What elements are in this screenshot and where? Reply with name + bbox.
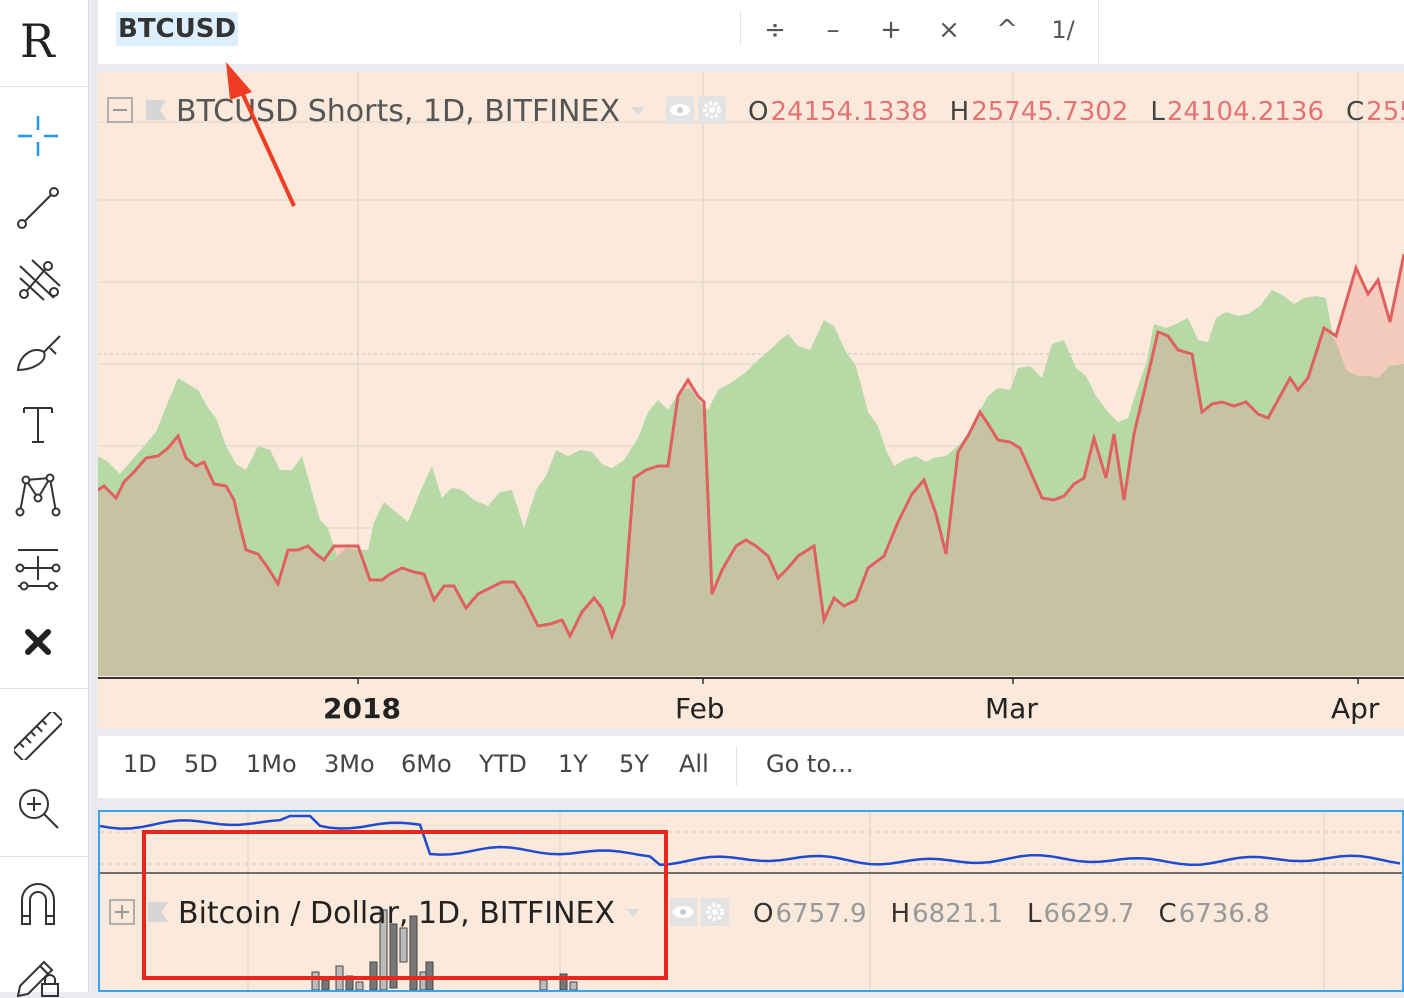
magnet-icon[interactable] xyxy=(14,880,62,928)
eye-icon[interactable] xyxy=(669,897,698,930)
second-legend: Bitcoin / Dollar, 1D, BITFINEX O 6757.9 H… xyxy=(108,896,1270,931)
candle xyxy=(335,965,344,990)
close-value: 2558 xyxy=(1366,96,1404,127)
main-chart-svg[interactable] xyxy=(98,72,1404,728)
shorts-line xyxy=(98,253,1404,641)
multiply-button[interactable]: × xyxy=(938,15,960,45)
high-value: 25745.7302 xyxy=(971,96,1129,127)
x-label-feb: Feb xyxy=(675,692,725,725)
ruler-icon[interactable] xyxy=(14,712,62,760)
open-key: O xyxy=(748,96,769,127)
x-label-mar: Mar xyxy=(985,692,1038,725)
low-value: 24104.2136 xyxy=(1166,96,1325,127)
pattern-icon[interactable] xyxy=(14,470,62,518)
text-icon[interactable] xyxy=(14,400,62,448)
range-all[interactable]: All xyxy=(679,750,709,778)
collapse-icon[interactable] xyxy=(106,96,134,128)
flag-icon[interactable] xyxy=(144,98,168,126)
range-5y[interactable]: 5Y xyxy=(619,750,649,778)
remove-drawings-icon[interactable] xyxy=(14,618,62,666)
candle xyxy=(539,979,548,990)
range-ytd[interactable]: YTD xyxy=(479,750,527,778)
plus-button[interactable]: + xyxy=(880,15,902,45)
candle xyxy=(569,981,578,990)
main-legend: BTCUSD Shorts, 1D, BITFINEX O 24154.1338 … xyxy=(98,94,1404,129)
brush-icon[interactable] xyxy=(14,328,62,376)
zoom-in-icon[interactable] xyxy=(14,784,62,832)
candle xyxy=(399,927,408,963)
x-label-apr: Apr xyxy=(1331,692,1380,725)
candle xyxy=(321,979,330,990)
range-1y[interactable]: 1Y xyxy=(558,750,588,778)
second-chart-pane[interactable]: Bitcoin / Dollar, 1D, BITFINEX O 6757.9 H… xyxy=(98,810,1404,992)
low-key: L xyxy=(1027,898,1042,929)
range-3mo[interactable]: 3Mo xyxy=(324,750,375,778)
eye-icon[interactable] xyxy=(666,95,695,128)
lock-pencil-icon[interactable] xyxy=(14,950,62,998)
minus-button[interactable]: – xyxy=(826,15,840,45)
candle xyxy=(369,961,378,990)
settings-gear-icon[interactable] xyxy=(698,95,727,128)
left-toolbar: R xyxy=(0,0,89,998)
high-key: H xyxy=(890,898,911,929)
range-1d[interactable]: 1D xyxy=(123,750,157,778)
close-key: C xyxy=(1158,898,1177,929)
pitchfork-icon[interactable] xyxy=(14,256,62,304)
symbol-toolbar: BTCUSD ÷ – + × ^ 1/ xyxy=(98,0,1404,64)
power-button[interactable]: ^ xyxy=(996,15,1018,45)
second-chart-title: Bitcoin / Dollar, 1D, BITFINEX xyxy=(178,896,616,931)
expand-icon[interactable] xyxy=(108,898,136,930)
close-key: C xyxy=(1346,96,1365,127)
open-key: O xyxy=(753,898,774,929)
symbol-input[interactable]: BTCUSD xyxy=(116,12,239,46)
overlap-area xyxy=(98,328,1404,676)
crosshair-icon[interactable] xyxy=(14,112,62,160)
candle xyxy=(345,975,354,990)
x-label-2018: 2018 xyxy=(323,692,401,725)
trend-line-icon[interactable] xyxy=(14,184,62,232)
range-bar: 1D 5D 1Mo 3Mo 6Mo YTD 1Y 5Y All Go to... xyxy=(98,736,1404,798)
flag-icon[interactable] xyxy=(146,900,170,928)
chevron-down-icon[interactable] xyxy=(625,904,641,923)
measure-stack-icon[interactable] xyxy=(14,544,62,592)
reciprocal-button[interactable]: 1/ xyxy=(1051,16,1075,44)
range-6mo[interactable]: 6Mo xyxy=(401,750,452,778)
high-value: 6821.1 xyxy=(912,898,1004,929)
divide-button[interactable]: ÷ xyxy=(764,15,786,45)
candle xyxy=(311,971,320,990)
goto-button[interactable]: Go to... xyxy=(766,750,854,778)
settings-gear-icon[interactable] xyxy=(701,897,730,930)
close-value: 6736.8 xyxy=(1178,898,1270,929)
open-value: 24154.1338 xyxy=(770,96,928,127)
main-chart-title: BTCUSD Shorts, 1D, BITFINEX xyxy=(176,94,621,129)
indicator-line xyxy=(100,814,1401,867)
main-chart-pane[interactable]: BTCUSD Shorts, 1D, BITFINEX O 24154.1338 … xyxy=(98,72,1404,728)
candle xyxy=(425,961,434,990)
high-key: H xyxy=(949,96,970,127)
range-1mo[interactable]: 1Mo xyxy=(246,750,297,778)
range-5d[interactable]: 5D xyxy=(184,750,218,778)
low-value: 6629.7 xyxy=(1043,898,1135,929)
chevron-down-icon[interactable] xyxy=(630,102,646,121)
open-value: 6757.9 xyxy=(775,898,867,929)
logo: R xyxy=(20,14,55,68)
candle xyxy=(389,923,398,989)
low-key: L xyxy=(1150,96,1165,127)
candle xyxy=(355,981,364,990)
candle xyxy=(559,973,568,990)
